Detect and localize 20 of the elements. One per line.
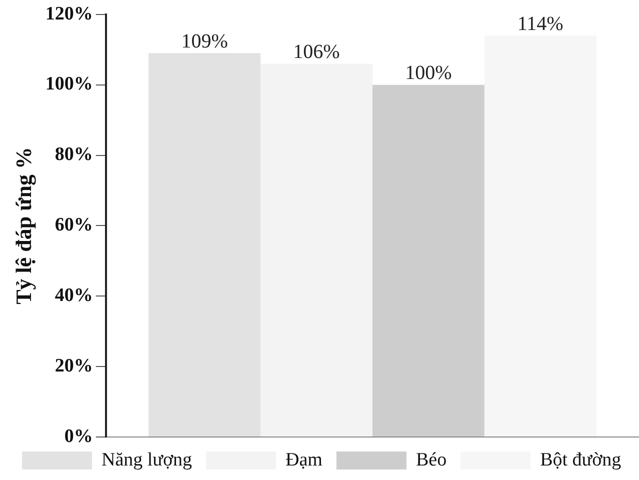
legend-label: Đạm xyxy=(286,449,323,470)
data-label: 109% xyxy=(181,30,228,52)
legend-label: Năng lượng xyxy=(102,449,193,470)
bar xyxy=(372,84,484,436)
y-axis-title: Tỷ lệ đáp ứng % xyxy=(10,146,36,304)
y-tick-label: 40% xyxy=(54,285,93,306)
y-tick-label: 20% xyxy=(54,355,93,376)
data-label: 100% xyxy=(405,62,452,84)
y-tick-label: 60% xyxy=(54,214,93,236)
y-tick-label: 0% xyxy=(64,426,93,447)
y-tick-label: 100% xyxy=(45,74,93,95)
bar xyxy=(484,36,596,436)
y-tick-label: 120% xyxy=(45,3,93,24)
data-label: 114% xyxy=(517,12,564,35)
legend-label: Bột đường xyxy=(540,449,622,470)
data-label: 106% xyxy=(293,40,340,63)
y-tick-label: 80% xyxy=(54,144,93,166)
legend-label: Béo xyxy=(416,449,447,470)
bar xyxy=(148,53,260,436)
bar xyxy=(260,64,372,436)
